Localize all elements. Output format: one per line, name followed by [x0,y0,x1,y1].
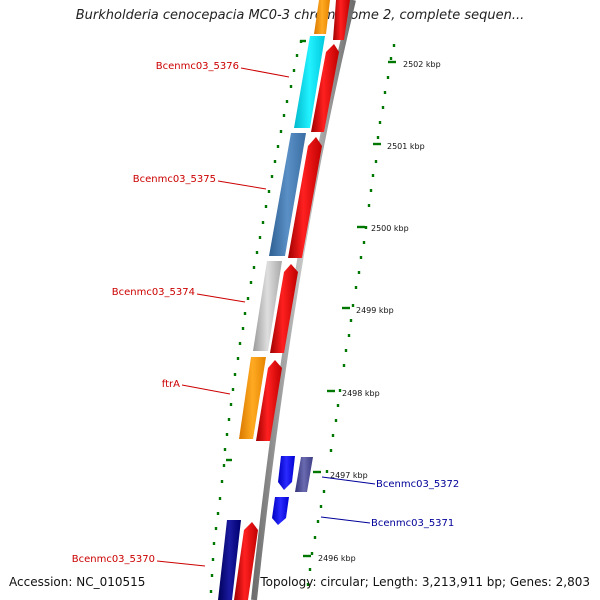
gene-features [218,0,330,600]
label-bcenmc03-5375[interactable]: Bcenmc03_5375 [133,174,216,185]
chromosome-backbone [251,0,356,600]
cds-arrow[interactable] [256,360,282,441]
map-title: Burkholderia cenocepacia MC0-3 chromosom… [75,8,525,23]
label-bcenmc03-5374[interactable]: Bcenmc03_5374 [112,287,195,298]
callout-lines [156,67,376,567]
cds-arrow[interactable] [234,522,258,600]
cds-arrow[interactable] [270,264,298,353]
outer-ticks [306,44,396,586]
label-bcenmc03-5370[interactable]: Bcenmc03_5370 [72,554,155,565]
label-bcenmc03-5372[interactable]: Bcenmc03_5372 [376,479,459,490]
cds-arrow[interactable] [288,137,322,258]
tick-label-2499: 2499 kbp [356,306,394,315]
gene-bcenmc03-5372[interactable] [295,457,313,492]
tick-label-2496: 2496 kbp [318,554,356,563]
inner-major-ticks [226,39,306,462]
gene-ftra[interactable] [239,357,266,439]
major-ticks [303,60,396,558]
tick-label-2498: 2498 kbp [342,389,380,398]
label-ftra[interactable]: ftrA [162,379,180,390]
topology-summary: Topology: circular; Length: 3,213,911 bp… [260,575,590,589]
gene-bcenmc03-5370[interactable] [218,520,241,600]
label-bcenmc03-5376[interactable]: Bcenmc03_5376 [156,61,239,72]
gene-bcenmc03-5371[interactable] [272,497,289,525]
tick-label-2497: 2497 kbp [330,471,368,480]
tick-label-2501: 2501 kbp [387,142,425,151]
tick-label-2500: 2500 kbp [371,224,409,233]
cds-features [234,0,350,600]
gene-bcenmc03-5374[interactable] [253,261,282,351]
cds-arrow[interactable] [311,44,339,132]
gene-orange-top[interactable] [314,0,330,34]
gene-bcenmc03-5372-left[interactable] [278,456,295,490]
accession-text: Accession: NC_010515 [9,575,146,589]
gene-bcenmc03-5376[interactable] [294,36,325,128]
label-bcenmc03-5371[interactable]: Bcenmc03_5371 [371,518,454,529]
cds-arrow[interactable] [333,0,350,40]
tick-label-2502: 2502 kbp [403,60,441,69]
gene-bcenmc03-5375[interactable] [269,133,306,256]
